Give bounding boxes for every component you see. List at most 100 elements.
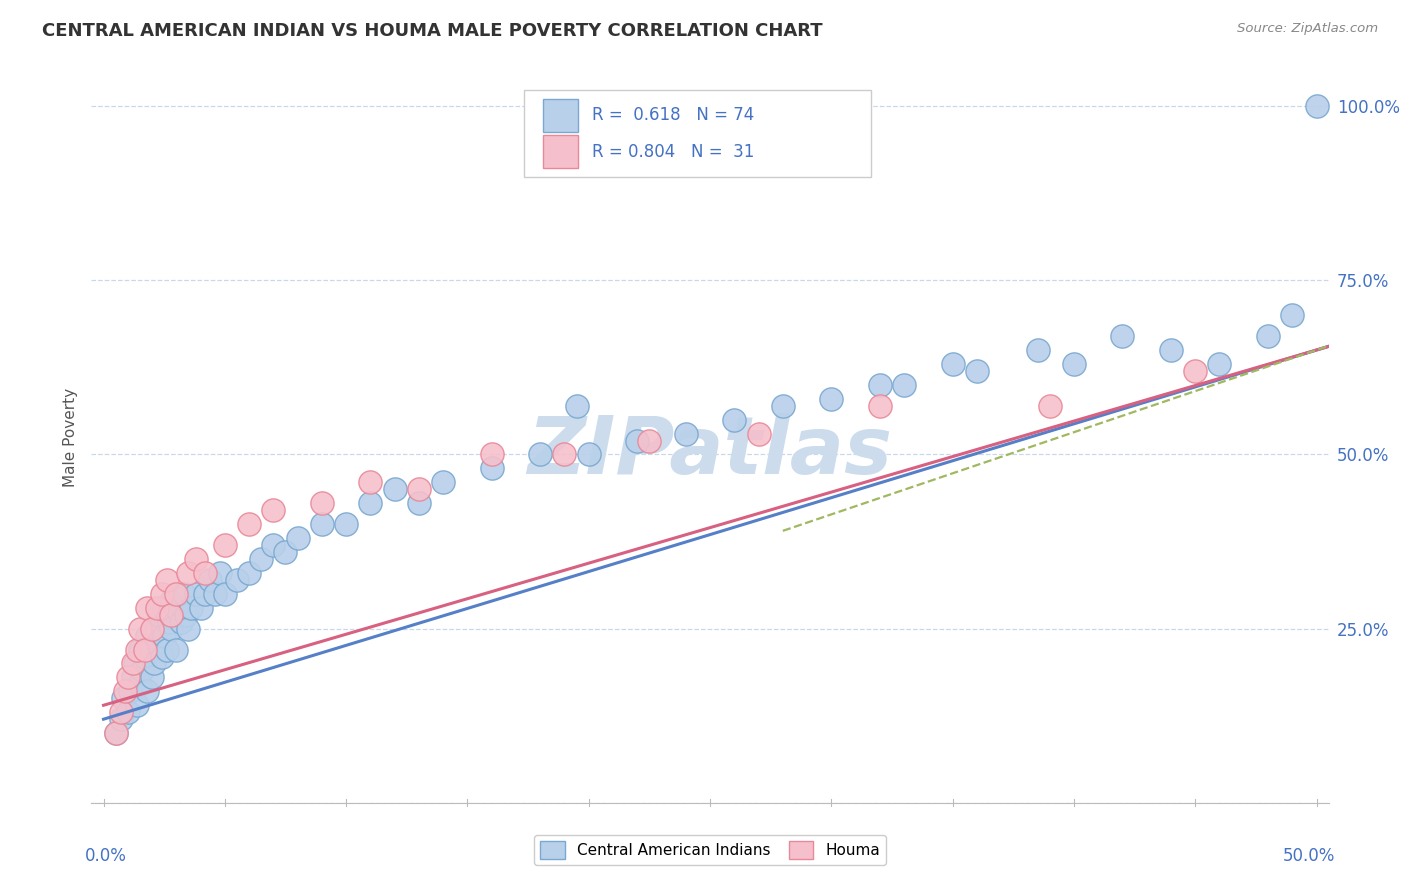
Point [121,670,143,684]
Point [408,483,430,497]
Point [626,434,648,448]
Point [966,364,988,378]
Point [165,600,187,615]
Point [204,587,226,601]
Point [1160,343,1182,357]
Point [723,412,745,426]
FancyBboxPatch shape [524,90,870,178]
Point [124,657,146,671]
Point [143,657,166,671]
Point [170,615,193,629]
Point [127,698,149,713]
Point [238,566,260,580]
Point [893,377,915,392]
Point [214,587,236,601]
Text: 0.0%: 0.0% [86,847,127,864]
Point [287,531,309,545]
Point [160,607,183,622]
Point [155,573,177,587]
Point [155,642,177,657]
Point [384,483,406,497]
Point [748,426,770,441]
Point [148,607,170,622]
Point [117,705,139,719]
Point [250,552,273,566]
Point [127,642,149,657]
Point [104,726,127,740]
Point [578,448,600,462]
Point [177,566,200,580]
Point [117,670,139,684]
Point [214,538,236,552]
Point [1063,357,1085,371]
Point [129,622,152,636]
Point [529,448,551,462]
Point [146,600,169,615]
Point [129,677,152,691]
Point [160,622,183,636]
Point [359,496,381,510]
Point [146,635,169,649]
Point [226,573,249,587]
Point [141,670,163,684]
Point [274,545,297,559]
Point [141,642,163,657]
Point [1026,343,1049,357]
Point [150,587,173,601]
Point [136,684,159,698]
Point [121,657,143,671]
Point [157,615,180,629]
Point [134,642,156,657]
Point [262,503,284,517]
Point [114,684,136,698]
Point [311,496,333,510]
Point [111,691,134,706]
Point [1039,399,1062,413]
Point [553,448,575,462]
Point [184,552,207,566]
Point [141,622,163,636]
Text: CENTRAL AMERICAN INDIAN VS HOUMA MALE POVERTY CORRELATION CHART: CENTRAL AMERICAN INDIAN VS HOUMA MALE PO… [42,22,823,40]
Text: 50.0%: 50.0% [1282,847,1334,864]
Point [942,357,965,371]
Point [1305,99,1327,113]
Legend: Central American Indians, Houma: Central American Indians, Houma [534,835,886,864]
Point [134,649,156,664]
Point [1257,329,1279,343]
Point [408,496,430,510]
Point [565,399,588,413]
Point [335,517,357,532]
Point [869,377,891,392]
Point [136,600,159,615]
Point [165,642,187,657]
Point [173,587,195,601]
Point [190,600,212,615]
Point [146,622,169,636]
Point [174,607,197,622]
Point [311,517,333,532]
Point [194,587,217,601]
Point [104,726,127,740]
Point [153,600,176,615]
Point [481,448,503,462]
Text: R =  0.618   N = 74: R = 0.618 N = 74 [592,106,755,124]
Point [359,475,381,490]
Point [110,712,132,726]
Point [208,566,231,580]
Point [675,426,697,441]
Point [150,649,173,664]
Point [177,622,200,636]
Point [180,600,202,615]
Point [136,629,159,643]
Point [160,594,183,608]
Point [165,587,187,601]
Point [194,566,217,580]
Point [869,399,891,413]
Point [1184,364,1206,378]
Point [120,684,142,698]
Point [262,538,284,552]
Point [820,392,842,406]
Text: R = 0.804   N =  31: R = 0.804 N = 31 [592,143,755,161]
Bar [543,136,578,169]
Y-axis label: Male Poverty: Male Poverty [62,387,77,487]
